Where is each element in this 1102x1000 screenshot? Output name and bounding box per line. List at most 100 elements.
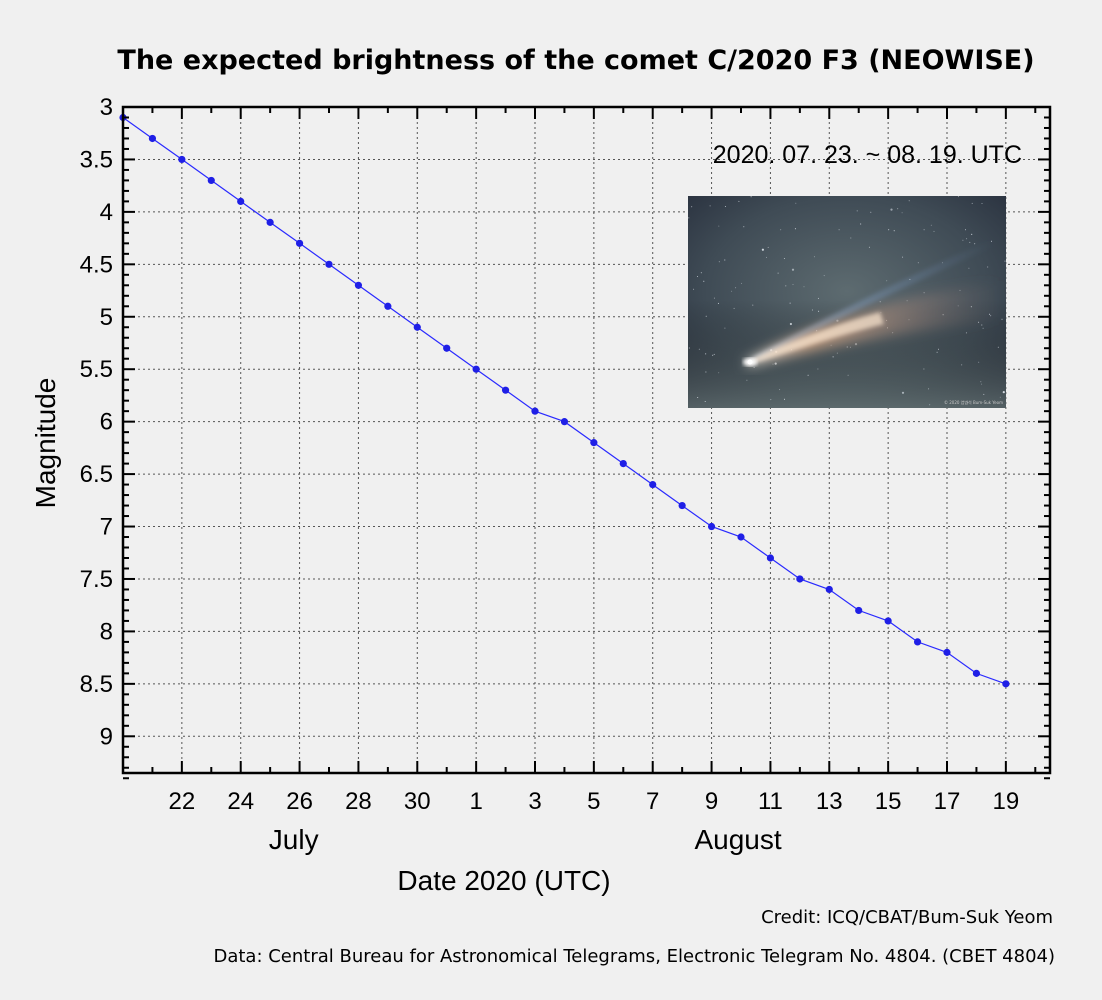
photo-star: [965, 332, 967, 334]
photo-star: [731, 290, 733, 292]
y-tick-label: 7: [100, 514, 113, 541]
x-tick-label: 9: [705, 788, 718, 815]
photo-star: [718, 372, 720, 374]
photo-star: [971, 202, 973, 204]
month-label: July: [269, 824, 319, 855]
photo-star: [735, 287, 737, 289]
data-point: [825, 585, 833, 594]
x-tick-label: 1: [469, 788, 482, 815]
data-point: [413, 323, 421, 331]
photo-star: [792, 284, 794, 285]
photo-star: [724, 206, 726, 207]
photo-star: [902, 256, 904, 258]
photo-star: [743, 226, 745, 228]
data-point: [178, 155, 186, 164]
photo-star: [981, 324, 983, 326]
photo-star: [766, 256, 767, 258]
photo-star: [718, 225, 720, 227]
data-point: [855, 606, 863, 615]
photo-star: [817, 297, 819, 299]
photo-star: [936, 351, 938, 353]
photo-star: [813, 256, 815, 258]
photo-star: [712, 354, 714, 356]
data-source-line: Data: Central Bureau for Astronomical Te…: [213, 946, 1055, 967]
y-tick-label: 5.5: [80, 356, 113, 383]
photo-star: [890, 208, 893, 211]
photo-star: [966, 238, 968, 240]
photo-star: [774, 362, 777, 365]
photo-star: [999, 396, 1001, 398]
photo-star: [688, 217, 690, 219]
photo-star: [962, 239, 964, 241]
x-tick-label: 17: [934, 788, 961, 815]
photo-star: [850, 237, 852, 239]
data-point: [913, 638, 922, 646]
y-tick-label: 6.5: [80, 461, 113, 488]
data-point: [737, 533, 745, 541]
photo-star: [923, 368, 925, 370]
photo-star: [923, 229, 925, 231]
x-tick-label: 3: [528, 788, 541, 815]
photo-star: [770, 399, 772, 401]
photo-star: [974, 243, 976, 245]
credit-line: Credit: ICQ/CBAT/Bum-Suk Yeom: [761, 907, 1053, 928]
y-tick-labels: 3 3.5 4 4.5 5 5.5 6 6.5 7 7.5 8 8.5 9: [80, 94, 113, 750]
photo-star: [961, 364, 963, 366]
y-tick-label: 5: [100, 304, 113, 331]
data-point: [766, 554, 775, 562]
data-point: [590, 439, 598, 447]
data-point: [237, 197, 245, 205]
x-tick-label: 7: [646, 788, 659, 815]
plot-frame: [121, 105, 1052, 775]
data-point: [472, 365, 480, 373]
photo-star: [957, 196, 959, 198]
data-point: [354, 281, 363, 289]
photo-star: [733, 307, 735, 309]
data-point: [972, 669, 981, 677]
photo-star: [868, 246, 870, 248]
photo-star: [705, 371, 707, 373]
photo-star: [724, 327, 726, 329]
photo-star: [1004, 260, 1006, 262]
month-labels: July August: [269, 824, 782, 855]
photo-star: [789, 302, 791, 304]
photo-star: [901, 212, 903, 214]
x-tick-label: 19: [993, 788, 1020, 815]
photo-star: [983, 393, 985, 395]
photo-star: [856, 210, 858, 212]
photo-star: [697, 397, 699, 398]
photo-star: [923, 292, 925, 294]
photo-star: [860, 223, 862, 225]
chart-title: The expected brightness of the comet C/2…: [117, 45, 1034, 76]
photo-star: [705, 315, 707, 317]
photo-star: [966, 401, 968, 403]
data-point: [148, 134, 157, 143]
data-point: [384, 302, 392, 310]
photo-star: [971, 233, 973, 235]
photo-star: [738, 200, 740, 202]
photo-star: [897, 208, 899, 210]
photo-star: [750, 196, 752, 198]
data-point: [943, 648, 951, 656]
photo-star: [968, 267, 970, 269]
data-point: [884, 617, 892, 625]
photo-star: [965, 229, 966, 231]
y-tick-label: 7.5: [80, 566, 113, 593]
photo-star: [987, 266, 989, 268]
photo-star: [818, 310, 820, 312]
photo-star: [929, 404, 931, 406]
photo-star: [791, 268, 795, 271]
photo-star: [795, 202, 797, 204]
data-point: [295, 239, 304, 247]
photo-star: [930, 224, 932, 226]
photo-star: [901, 391, 905, 394]
photo-star: [803, 286, 805, 288]
photo-star: [978, 361, 980, 363]
date-range-annotation: 2020. 07. 23. ~ 08. 19. UTC: [713, 141, 1022, 169]
data-point: [619, 459, 627, 468]
x-tick-label: 28: [345, 788, 372, 815]
photo-star: [817, 368, 819, 370]
data-point: [501, 386, 510, 394]
photo-star: [836, 352, 838, 354]
data-point: [531, 407, 539, 415]
